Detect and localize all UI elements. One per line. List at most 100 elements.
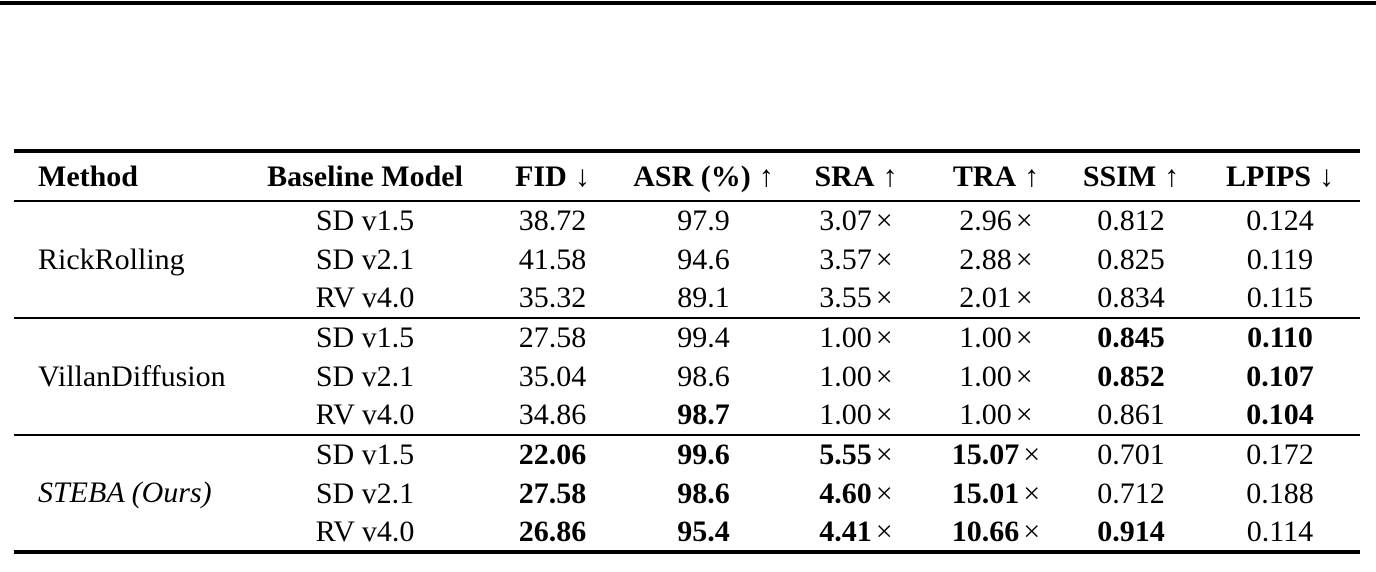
times-symbol: ×	[875, 438, 893, 471]
cell-baseline: RV v4.0	[315, 398, 415, 431]
cell-tra: 1.00 ×	[930, 318, 1062, 357]
cell-tra: 2.96 ×	[930, 201, 1062, 240]
table-row: STEBA (Ours) SD v1.5 22.06 99.6 5.55 × 15.07 × 0…	[14, 435, 1360, 508]
cell-fid: 41.58	[480, 240, 625, 279]
col-header-asr: ASR (%) ↑	[625, 151, 782, 202]
cell-ssim: 0.861	[1062, 396, 1200, 435]
times-symbol: ×	[875, 476, 893, 510]
cell-lpips: 0.110	[1200, 318, 1360, 357]
cell-sra: 3.55 ×	[782, 279, 930, 318]
down-arrow-icon: ↓	[574, 159, 590, 193]
cell-ssim: 0.812	[1062, 201, 1200, 240]
method-group: RickRolling SD v1.5 38.72 97.9 3.07 × 2.96 × 0.8…	[14, 201, 1360, 318]
table-row: SD v2.1 41.58 94.6 3.57 × 2.88 × 0.825 0.119	[14, 240, 1360, 279]
cell-tra: 15.01 ×	[930, 474, 1062, 513]
up-arrow-icon: ↑	[758, 159, 774, 193]
cell-tra: 1.00 ×	[930, 357, 1062, 396]
metric-value: 3.07	[819, 204, 872, 237]
metric-value: 35.32	[518, 281, 587, 314]
times-symbol: ×	[1015, 398, 1033, 431]
metric-value: 0.107	[1246, 359, 1314, 393]
times-symbol: ×	[1015, 281, 1033, 314]
times-symbol: ×	[1015, 204, 1033, 237]
times-symbol: ×	[875, 281, 893, 314]
method-cell: RickRolling	[38, 242, 185, 276]
cell-tra: 2.01 ×	[930, 279, 1062, 318]
times-symbol: ×	[1023, 476, 1041, 510]
metric-value: 99.6	[677, 438, 730, 471]
table-header: Method Baseline Model FID ↓ ASR (%) ↑ SRA ↑…	[14, 151, 1360, 202]
cell-lpips: 0.172	[1200, 435, 1360, 474]
cell-tra: 2.88 ×	[930, 240, 1062, 279]
cell-baseline: SD v1.5	[315, 321, 415, 354]
method-cell: VillanDiffusion	[38, 359, 226, 393]
cell-baseline: RV v4.0	[315, 514, 415, 548]
metric-value: 0.701	[1097, 438, 1165, 471]
col-label: Method	[38, 159, 138, 193]
cell-lpips: 0.115	[1200, 279, 1360, 318]
metric-value: 0.825	[1097, 242, 1165, 276]
times-symbol: ×	[1023, 514, 1041, 548]
metric-value: 0.119	[1246, 242, 1314, 276]
cell-asr: 97.9	[625, 201, 782, 240]
cell-lpips: 0.119	[1200, 240, 1360, 279]
cell-baseline: SD v2.1	[315, 476, 415, 510]
metric-value: 3.55	[819, 281, 872, 314]
cell-baseline: SD v1.5	[315, 204, 415, 237]
method-group: STEBA (Ours) SD v1.5 22.06 99.6 5.55 × 15.07 × 0…	[14, 435, 1360, 552]
metric-value: 27.58	[518, 476, 587, 510]
table-row: VillanDiffusion SD v1.5 27.58 99.4 1.00 × 1.00…	[14, 318, 1360, 392]
metric-value: 0.124	[1246, 204, 1314, 237]
metric-value: 99.4	[677, 321, 730, 354]
cell-ssim: 0.845	[1062, 318, 1200, 357]
cell-lpips: 0.107	[1200, 357, 1360, 396]
times-symbol: ×	[875, 359, 893, 393]
cell-fid: 34.86	[480, 396, 625, 435]
cell-sra: 1.00 ×	[782, 357, 930, 396]
cell-fid: 27.58	[480, 474, 625, 513]
header-row: Method Baseline Model FID ↓ ASR (%) ↑ SRA ↑…	[14, 151, 1360, 202]
col-header-lpips: LPIPS ↓	[1200, 151, 1360, 202]
col-header-ssim: SSIM ↑	[1062, 151, 1200, 202]
col-label: SSIM	[1082, 159, 1157, 193]
metric-value: 1.00	[959, 398, 1012, 431]
col-header-fid: FID ↓	[480, 151, 625, 202]
metric-value: 97.9	[677, 204, 730, 237]
up-arrow-icon: ↑	[1024, 159, 1040, 193]
cell-asr: 99.4	[625, 318, 782, 357]
table-row: RV v4.0 26.86 95.4 4.41 × 10.66 × 0.914 0.114	[14, 513, 1360, 552]
metric-value: 38.72	[518, 204, 587, 237]
table-row: SD v2.1 35.04 98.6 1.00 × 1.00 × 0.852 0.107	[14, 357, 1360, 396]
metric-value: 3.57	[819, 242, 872, 276]
times-symbol: ×	[875, 204, 893, 237]
times-symbol: ×	[875, 398, 893, 431]
cell-fid: 22.06	[480, 435, 625, 474]
col-label: LPIPS	[1225, 159, 1312, 193]
cell-ssim: 0.825	[1062, 240, 1200, 279]
cell-fid: 35.32	[480, 279, 625, 318]
cell-ssim: 0.712	[1062, 474, 1200, 513]
cell-sra: 1.00 ×	[782, 318, 930, 357]
times-symbol: ×	[875, 242, 893, 276]
cell-baseline: SD v2.1	[315, 242, 415, 276]
times-symbol: ×	[875, 514, 893, 548]
cell-sra: 5.55 ×	[782, 435, 930, 474]
metric-value: 98.7	[677, 398, 730, 431]
cell-baseline: RV v4.0	[315, 281, 415, 314]
metric-value: 0.845	[1097, 321, 1165, 354]
metric-value: 0.834	[1097, 281, 1165, 314]
col-label: Baseline Model	[267, 159, 463, 193]
metric-value: 22.06	[518, 438, 587, 471]
cell-lpips: 0.104	[1200, 396, 1360, 435]
cell-sra: 4.41 ×	[782, 513, 930, 552]
cell-ssim: 0.914	[1062, 513, 1200, 552]
cell-asr: 89.1	[625, 279, 782, 318]
times-symbol: ×	[875, 321, 893, 354]
metric-value: 34.86	[518, 398, 587, 431]
table-row: RickRolling SD v1.5 38.72 97.9 3.07 × 2.96 × 0.8…	[14, 201, 1360, 275]
cell-ssim: 0.834	[1062, 279, 1200, 318]
cell-fid: 38.72	[480, 201, 625, 240]
metric-value: 4.60	[819, 476, 872, 510]
metric-value: 26.86	[518, 514, 587, 548]
cell-fid: 35.04	[480, 357, 625, 396]
